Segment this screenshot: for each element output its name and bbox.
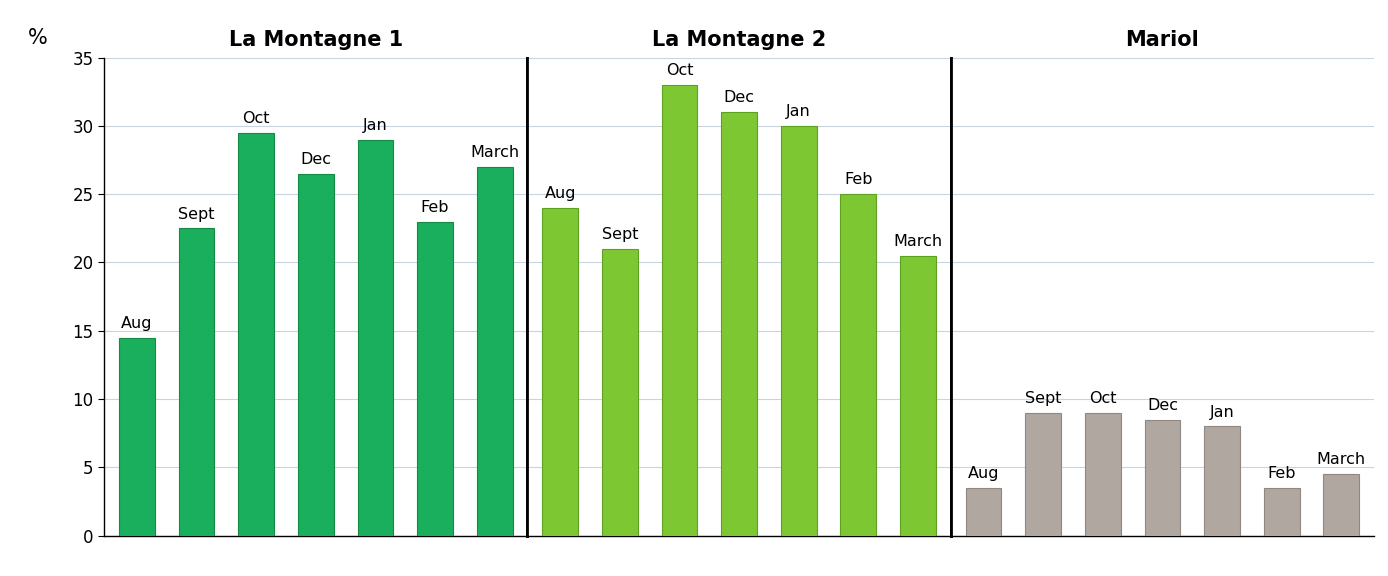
Text: Feb: Feb (1267, 466, 1296, 481)
Text: Dec: Dec (300, 152, 332, 167)
Bar (1085, 413, 1120, 536)
Text: Sept: Sept (178, 207, 215, 222)
Text: Dec: Dec (723, 90, 755, 105)
Text: Oct: Oct (243, 111, 269, 126)
Bar (418, 222, 452, 536)
Text: Dec: Dec (1146, 398, 1178, 413)
Text: Oct: Oct (1090, 391, 1116, 406)
Bar (781, 126, 816, 536)
Bar (1264, 488, 1299, 536)
Text: March: March (894, 234, 942, 249)
Bar (899, 256, 936, 536)
Title: Mariol: Mariol (1126, 31, 1199, 51)
Text: Jan: Jan (787, 104, 811, 119)
Text: Sept: Sept (1024, 391, 1062, 406)
Text: March: March (471, 145, 519, 160)
Text: Feb: Feb (844, 172, 873, 187)
Text: Jan: Jan (1210, 404, 1234, 419)
Bar (1026, 413, 1060, 536)
Title: La Montagne 2: La Montagne 2 (652, 31, 826, 51)
Text: March: March (1317, 452, 1366, 467)
Bar (543, 208, 579, 536)
Text: Sept: Sept (601, 227, 638, 242)
Text: Feb: Feb (421, 200, 450, 215)
Bar (722, 112, 756, 536)
Bar (239, 132, 273, 536)
Title: La Montagne 1: La Montagne 1 (229, 31, 403, 51)
Bar (1205, 426, 1239, 536)
Text: Aug: Aug (967, 466, 999, 481)
Bar (476, 167, 512, 536)
Bar (119, 338, 155, 536)
Bar (298, 174, 333, 536)
Bar (602, 249, 637, 536)
Text: Aug: Aug (544, 186, 576, 201)
Text: Jan: Jan (364, 118, 387, 132)
Text: %: % (28, 28, 47, 48)
Bar (179, 228, 214, 536)
Bar (966, 488, 1002, 536)
Bar (841, 194, 876, 536)
Text: Oct: Oct (666, 63, 693, 78)
Bar (358, 139, 393, 536)
Bar (1145, 419, 1180, 536)
Text: Aug: Aug (121, 316, 153, 331)
Bar (1323, 474, 1359, 536)
Bar (662, 85, 697, 536)
